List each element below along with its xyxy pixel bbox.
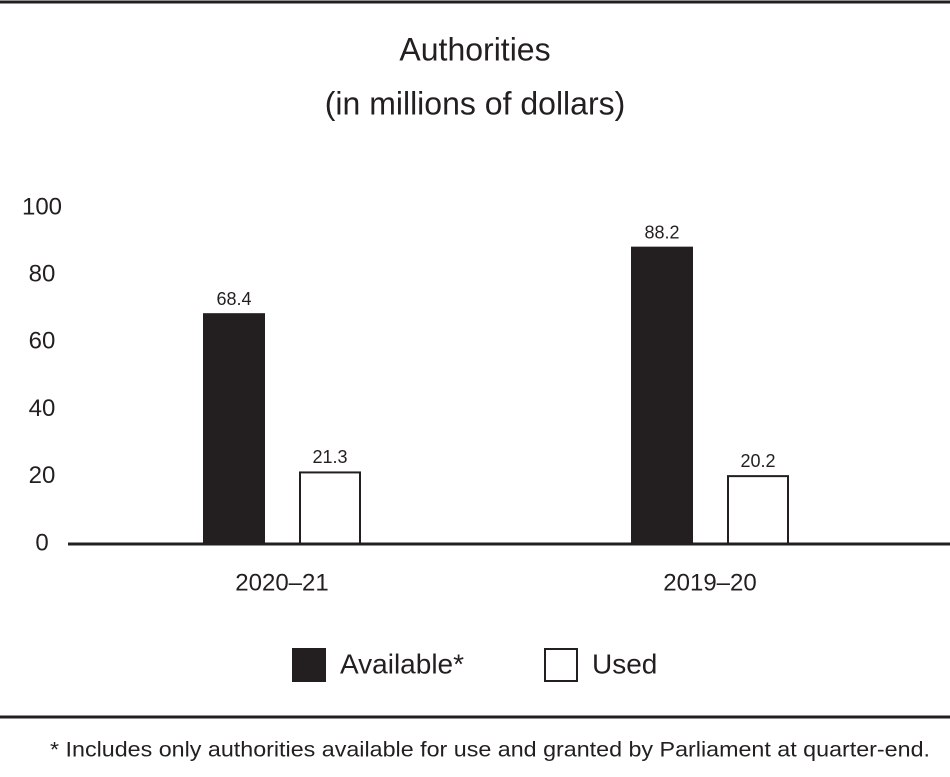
value-label: 20.2: [740, 451, 775, 471]
legend-swatch: [292, 648, 326, 682]
value-label: 21.3: [312, 447, 347, 467]
x-tick-label: 2019–20: [663, 569, 756, 596]
value-label: 88.2: [644, 222, 679, 242]
legend-swatch: [544, 648, 578, 682]
bar: [203, 313, 265, 545]
y-tick-label: 60: [29, 328, 56, 355]
value-label: 68.4: [216, 289, 251, 309]
bar: [299, 471, 361, 546]
chart-title: Authorities: [399, 31, 550, 67]
legend-label: Used: [592, 648, 657, 679]
y-tick-label: 20: [29, 462, 56, 489]
y-tick-label: 100: [22, 193, 62, 220]
chart-subtitle: (in millions of dollars): [325, 85, 626, 121]
y-tick-label: 0: [35, 529, 48, 556]
bar: [727, 475, 789, 545]
legend-label: Available*: [340, 648, 464, 679]
footnote: * Includes only authorities available fo…: [50, 739, 930, 762]
bar: [631, 246, 693, 545]
y-tick-label: 80: [29, 261, 56, 288]
y-tick-label: 40: [29, 395, 56, 422]
x-tick-label: 2020–21: [235, 569, 328, 596]
